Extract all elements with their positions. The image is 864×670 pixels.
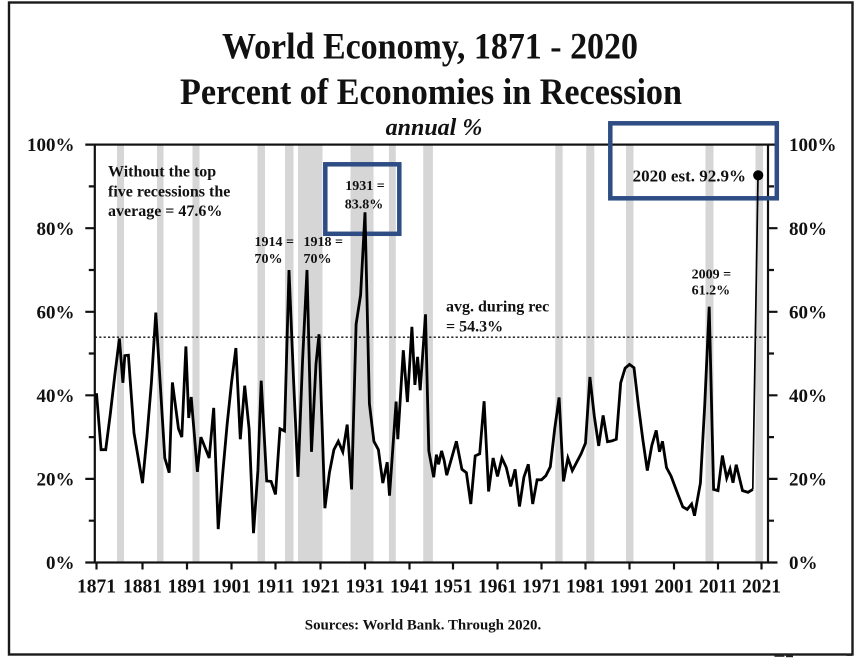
svg-text:1961: 1961 (478, 577, 517, 598)
svg-text:1951: 1951 (434, 577, 473, 598)
svg-text:0%: 0% (46, 553, 75, 574)
svg-text:20%: 20% (789, 470, 827, 491)
svg-text:1941: 1941 (390, 577, 429, 598)
svg-text:avg. during rec: avg. during rec (446, 299, 549, 316)
svg-text:1881: 1881 (123, 577, 162, 598)
svg-text:60%: 60% (37, 302, 75, 323)
svg-text:average = 47.6%: average = 47.6% (108, 203, 222, 220)
svg-text:40%: 40% (789, 386, 827, 407)
svg-text:1901: 1901 (212, 577, 251, 598)
svg-text:2001: 2001 (655, 577, 694, 598)
svg-text:1981: 1981 (566, 577, 605, 598)
svg-text:Without the top: Without the top (108, 164, 216, 181)
svg-text:1918 =: 1918 = (304, 235, 344, 250)
svg-text:61.2%: 61.2% (692, 284, 731, 299)
svg-text:1911: 1911 (257, 577, 295, 598)
svg-text:annual %: annual % (386, 115, 483, 141)
svg-text:20%: 20% (37, 470, 75, 491)
svg-text:40%: 40% (37, 386, 75, 407)
svg-text:2021: 2021 (742, 577, 781, 598)
svg-text:1931 =: 1931 = (345, 179, 385, 194)
svg-text:five recessions the: five recessions the (108, 183, 230, 200)
svg-text:100%: 100% (789, 135, 837, 156)
svg-text:1931: 1931 (346, 577, 385, 598)
svg-text:80%: 80% (37, 219, 75, 240)
svg-text:60%: 60% (789, 302, 827, 323)
svg-text:1914 =: 1914 = (255, 235, 295, 250)
svg-text:2011: 2011 (699, 577, 737, 598)
svg-text:2009 =: 2009 = (692, 268, 732, 283)
svg-text:70%: 70% (304, 252, 332, 267)
svg-text:1871: 1871 (77, 577, 116, 598)
svg-text:0%: 0% (789, 553, 818, 574)
svg-text:83.8%: 83.8% (345, 197, 384, 212)
svg-text:1891: 1891 (168, 577, 207, 598)
svg-text:1991: 1991 (610, 577, 649, 598)
svg-text:2020 est. 92.9%: 2020 est. 92.9% (633, 167, 746, 186)
svg-text:80%: 80% (789, 219, 827, 240)
svg-text:1971: 1971 (522, 577, 561, 598)
svg-text:1921: 1921 (301, 577, 340, 598)
svg-text:= 54.3%: = 54.3% (446, 319, 503, 336)
svg-text:Percent of Economies in Recess: Percent of Economies in Recession (180, 72, 682, 113)
svg-text:100%: 100% (27, 135, 75, 156)
svg-text:70%: 70% (255, 252, 283, 267)
svg-text:World Economy, 1871 - 2020: World Economy, 1871 - 2020 (222, 27, 638, 68)
svg-text:Sources: World Bank. Through 2: Sources: World Bank. Through 2020. (305, 618, 542, 634)
